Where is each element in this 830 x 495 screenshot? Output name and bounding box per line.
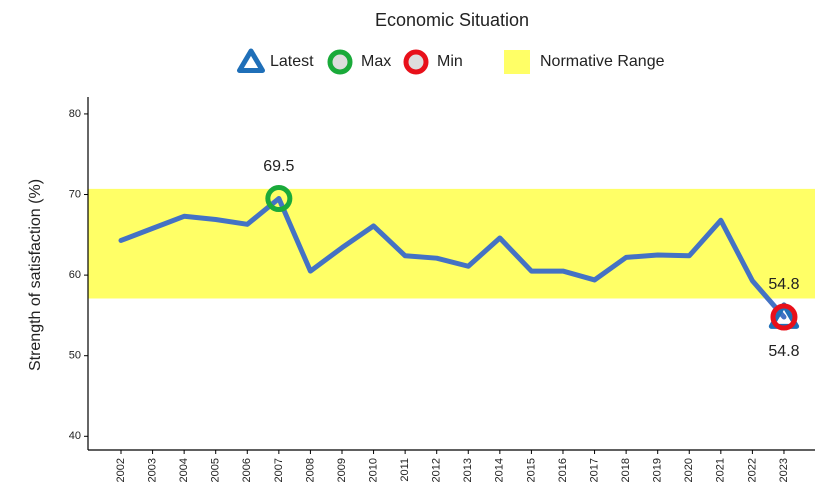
x-tick-label: 2003 <box>146 458 158 482</box>
highlight-label: 54.8 <box>768 343 799 360</box>
normative-range <box>88 188 815 299</box>
highlight-label: 54.8 <box>768 276 799 293</box>
highlight-label: 69.5 <box>263 158 294 175</box>
x-tick-label: 2013 <box>462 458 474 482</box>
x-tick-label: 2006 <box>241 458 253 482</box>
x-tick-label: 2020 <box>683 458 695 482</box>
y-tick-label: 60 <box>69 269 81 281</box>
x-tick-label: 2017 <box>588 458 600 482</box>
legend-marker <box>403 49 429 75</box>
x-tick-label: 2007 <box>273 458 285 482</box>
x-tick-label: 2002 <box>115 458 127 482</box>
x-tick-label: 2009 <box>336 458 348 482</box>
legend-swatch <box>504 50 530 74</box>
x-tick-label: 2012 <box>431 458 443 482</box>
x-tick-label: 2018 <box>620 458 632 482</box>
x-tick-label: 2004 <box>178 458 190 482</box>
x-tick-label: 2011 <box>399 458 411 482</box>
highlight-marker <box>770 303 798 331</box>
y-tick-label: 50 <box>69 350 81 362</box>
legend-label: Latest <box>270 53 314 70</box>
y-tick-label: 40 <box>69 430 81 442</box>
legend-label: Max <box>361 53 391 70</box>
legend-marker <box>237 48 265 73</box>
legend-label: Min <box>437 53 463 70</box>
legend-label: Normative Range <box>540 53 665 70</box>
x-tick-label: 2010 <box>367 458 379 482</box>
x-tick-label: 2021 <box>715 458 727 482</box>
x-tick-label: 2008 <box>304 458 316 482</box>
legend-marker <box>327 49 353 75</box>
x-tick-label: 2023 <box>778 458 790 482</box>
highlight-marker <box>265 185 293 213</box>
x-tick-label: 2015 <box>525 458 537 482</box>
y-tick-label: 80 <box>69 108 81 120</box>
x-tick-label: 2005 <box>210 458 222 482</box>
line <box>118 196 787 320</box>
chart-title: Economic Situation <box>375 10 529 30</box>
y-axis-label: Strength of satisfaction (%) <box>27 179 44 371</box>
x-tick-label: 2016 <box>557 458 569 482</box>
x-tick-label: 2022 <box>746 458 758 482</box>
y-tick-label: 70 <box>69 188 81 200</box>
x-tick-label: 2019 <box>652 458 664 482</box>
x-tick-label: 2014 <box>494 458 506 482</box>
